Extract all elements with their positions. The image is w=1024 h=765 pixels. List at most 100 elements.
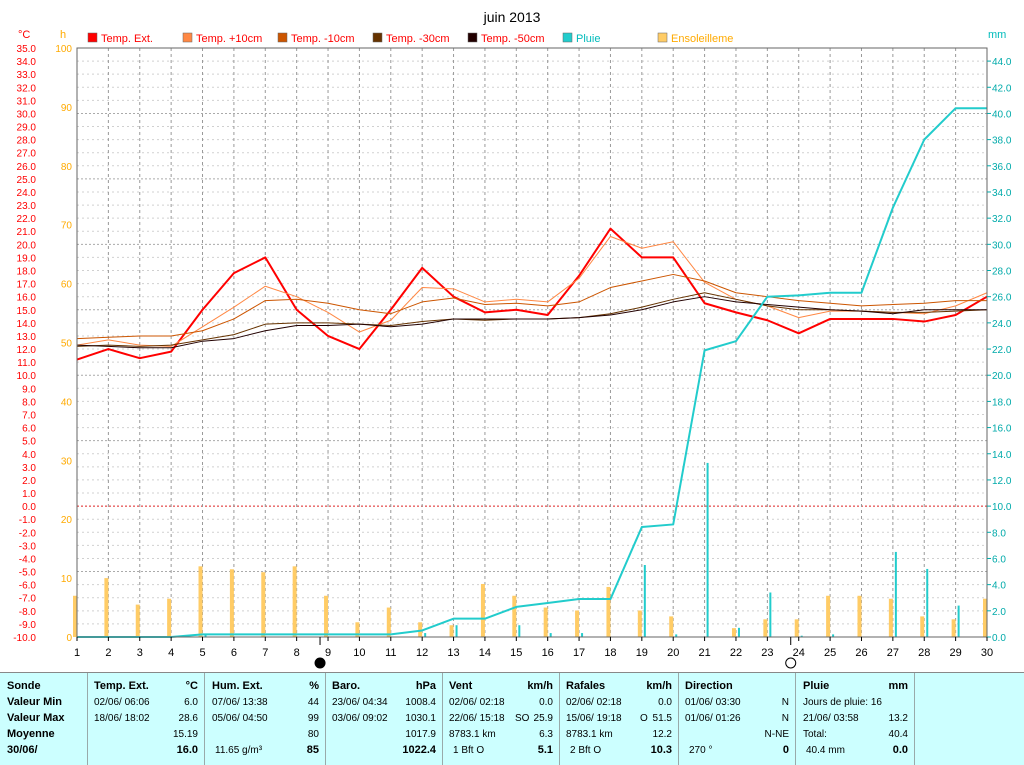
temp-header: Temp. Ext.: [94, 680, 149, 692]
vent-section: Vent km/h 02/06/ 02:18 0.0 22/06/ 15:18 …: [442, 673, 559, 765]
chart-lines: [76, 107, 988, 638]
chart-title: juin 2013: [483, 9, 541, 25]
x-tick-label: 14: [479, 647, 491, 659]
legend-label: Temp. -50cm: [481, 33, 545, 45]
y-tick-label: -6.0: [19, 581, 37, 592]
baro-current: 1022.4: [402, 744, 436, 756]
rafales-distance: 8783.1 km: [566, 729, 613, 740]
baro-min-date: 23/06/ 04:34: [332, 697, 388, 708]
direction-r1-value: N: [781, 697, 789, 708]
temp-current: 16.0: [176, 744, 198, 756]
hum-current: 85: [306, 744, 319, 756]
series-line-temp-10cm: [76, 235, 988, 347]
x-tick-label: 19: [636, 647, 648, 659]
right-unit-label: mm: [988, 29, 1006, 41]
y-tick-label: 8.0: [22, 397, 36, 408]
temp-mean: 15.19: [172, 729, 198, 740]
pluie-current: 0.0: [892, 744, 908, 756]
chart-bars: [73, 462, 987, 637]
sunshine-bar: [951, 619, 956, 637]
new-moon-icon: [785, 657, 797, 669]
sunshine-bar: [324, 595, 329, 637]
baro-mean: 1017.9: [405, 729, 436, 740]
y-tick-label: 18.0: [17, 267, 37, 278]
sunshine-bar: [355, 622, 360, 637]
sunshine-bar: [198, 566, 203, 637]
y-tick-label: 15.0: [17, 306, 37, 317]
sunshine-bar: [104, 578, 109, 637]
series-line-pluie: [77, 107, 987, 638]
y-tick-label: 12.0: [17, 345, 37, 356]
y-tick-label: 25.0: [17, 175, 37, 186]
vent-beaufort: 1 Bft O: [453, 745, 485, 756]
vent-header: Vent: [449, 680, 473, 692]
daily-rain-bar: [581, 633, 584, 637]
y3-tick-label: 32.0: [992, 214, 1012, 225]
weather-chart: 35.034.033.032.031.030.029.028.027.026.0…: [13, 9, 1012, 669]
vent-unit: km/h: [527, 680, 553, 692]
sonde-section: Sonde Valeur Min Valeur Max Moyenne 30/0…: [0, 673, 86, 765]
pluie-header: Pluie: [803, 680, 830, 692]
direction-mean: N-NE: [764, 729, 789, 740]
y2-tick-label: 0: [66, 633, 72, 644]
x-tick-label: 3: [137, 647, 143, 659]
vent-r1-value: 0.0: [539, 697, 553, 708]
x-tick-label: 17: [573, 647, 585, 659]
rafales-r2-value: 51.5: [652, 713, 672, 724]
sunshine-bar: [637, 610, 642, 637]
x-tick-label: 6: [231, 647, 237, 659]
y-tick-label: 16.0: [17, 293, 37, 304]
y-tick-label: 27.0: [17, 149, 37, 160]
legend-label: Pluie: [576, 33, 600, 45]
series-line-temp-ext-: [76, 227, 988, 361]
y-tick-label: 0.0: [22, 502, 36, 513]
y2-tick-label: 10: [61, 574, 73, 585]
empty-section: [914, 673, 1024, 765]
legend-swatch: [182, 32, 193, 43]
y-tick-label: 11.0: [17, 358, 36, 369]
full-moon-icon: [314, 657, 326, 669]
y-tick-label: 10.0: [17, 371, 37, 382]
hum-section: Hum. Ext. % 07/06/ 13:38 44 05/06/ 04:50…: [204, 673, 325, 765]
daily-rain-bar: [894, 551, 897, 637]
pluie-total-value: 40.4: [888, 729, 908, 740]
sunshine-bar: [292, 566, 297, 637]
y-tick-label: 20.0: [17, 240, 37, 251]
y-tick-label: -9.0: [19, 620, 37, 631]
x-tick-label: 24: [793, 647, 805, 659]
sunshine-bar: [135, 604, 140, 637]
y-tick-label: 22.0: [17, 214, 37, 225]
legend-swatch: [277, 32, 288, 43]
y3-tick-label: 4.0: [992, 581, 1006, 592]
row-label-mean: Moyenne: [7, 728, 55, 740]
rafales-current: 10.3: [650, 744, 672, 756]
hum-max-value: 99: [307, 713, 319, 724]
pluie-cumulative: 40.4 mm: [806, 745, 845, 756]
direction-header: Direction: [685, 680, 733, 692]
y2-tick-label: 60: [61, 280, 73, 291]
y3-tick-label: 24.0: [992, 319, 1012, 330]
y-tick-label: -3.0: [19, 541, 37, 552]
hum-absolute: 11.65 g/m³: [215, 745, 263, 756]
legend-label: Temp. Ext.: [101, 33, 153, 45]
vent-r2-value: 25.9: [533, 713, 553, 724]
row-label-max: Valeur Max: [7, 712, 65, 724]
legend-swatch: [562, 32, 573, 43]
sunshine-bar: [826, 595, 831, 637]
daily-rain-bar: [832, 634, 835, 637]
y3-tick-label: 34.0: [992, 188, 1012, 199]
pluie-section: Pluie mm Jours de pluie: 16 21/06/ 03:58…: [795, 673, 914, 765]
baro-unit: hPa: [415, 680, 436, 692]
y-tick-label: 13.0: [17, 332, 37, 343]
sunshine-bar: [669, 616, 674, 637]
y-tick-label: -4.0: [19, 554, 37, 565]
sunshine-bar: [794, 619, 799, 637]
temp-unit: °C: [185, 680, 198, 692]
chart-grid: [76, 47, 988, 638]
direction-current: 0: [782, 744, 789, 756]
x-tick-label: 23: [761, 647, 773, 659]
x-tick-label: 8: [294, 647, 300, 659]
y-tick-label: -7.0: [19, 594, 37, 605]
summary-panel: Sonde Valeur Min Valeur Max Moyenne 30/0…: [0, 672, 1024, 765]
y-tick-label: 6.0: [22, 424, 36, 435]
